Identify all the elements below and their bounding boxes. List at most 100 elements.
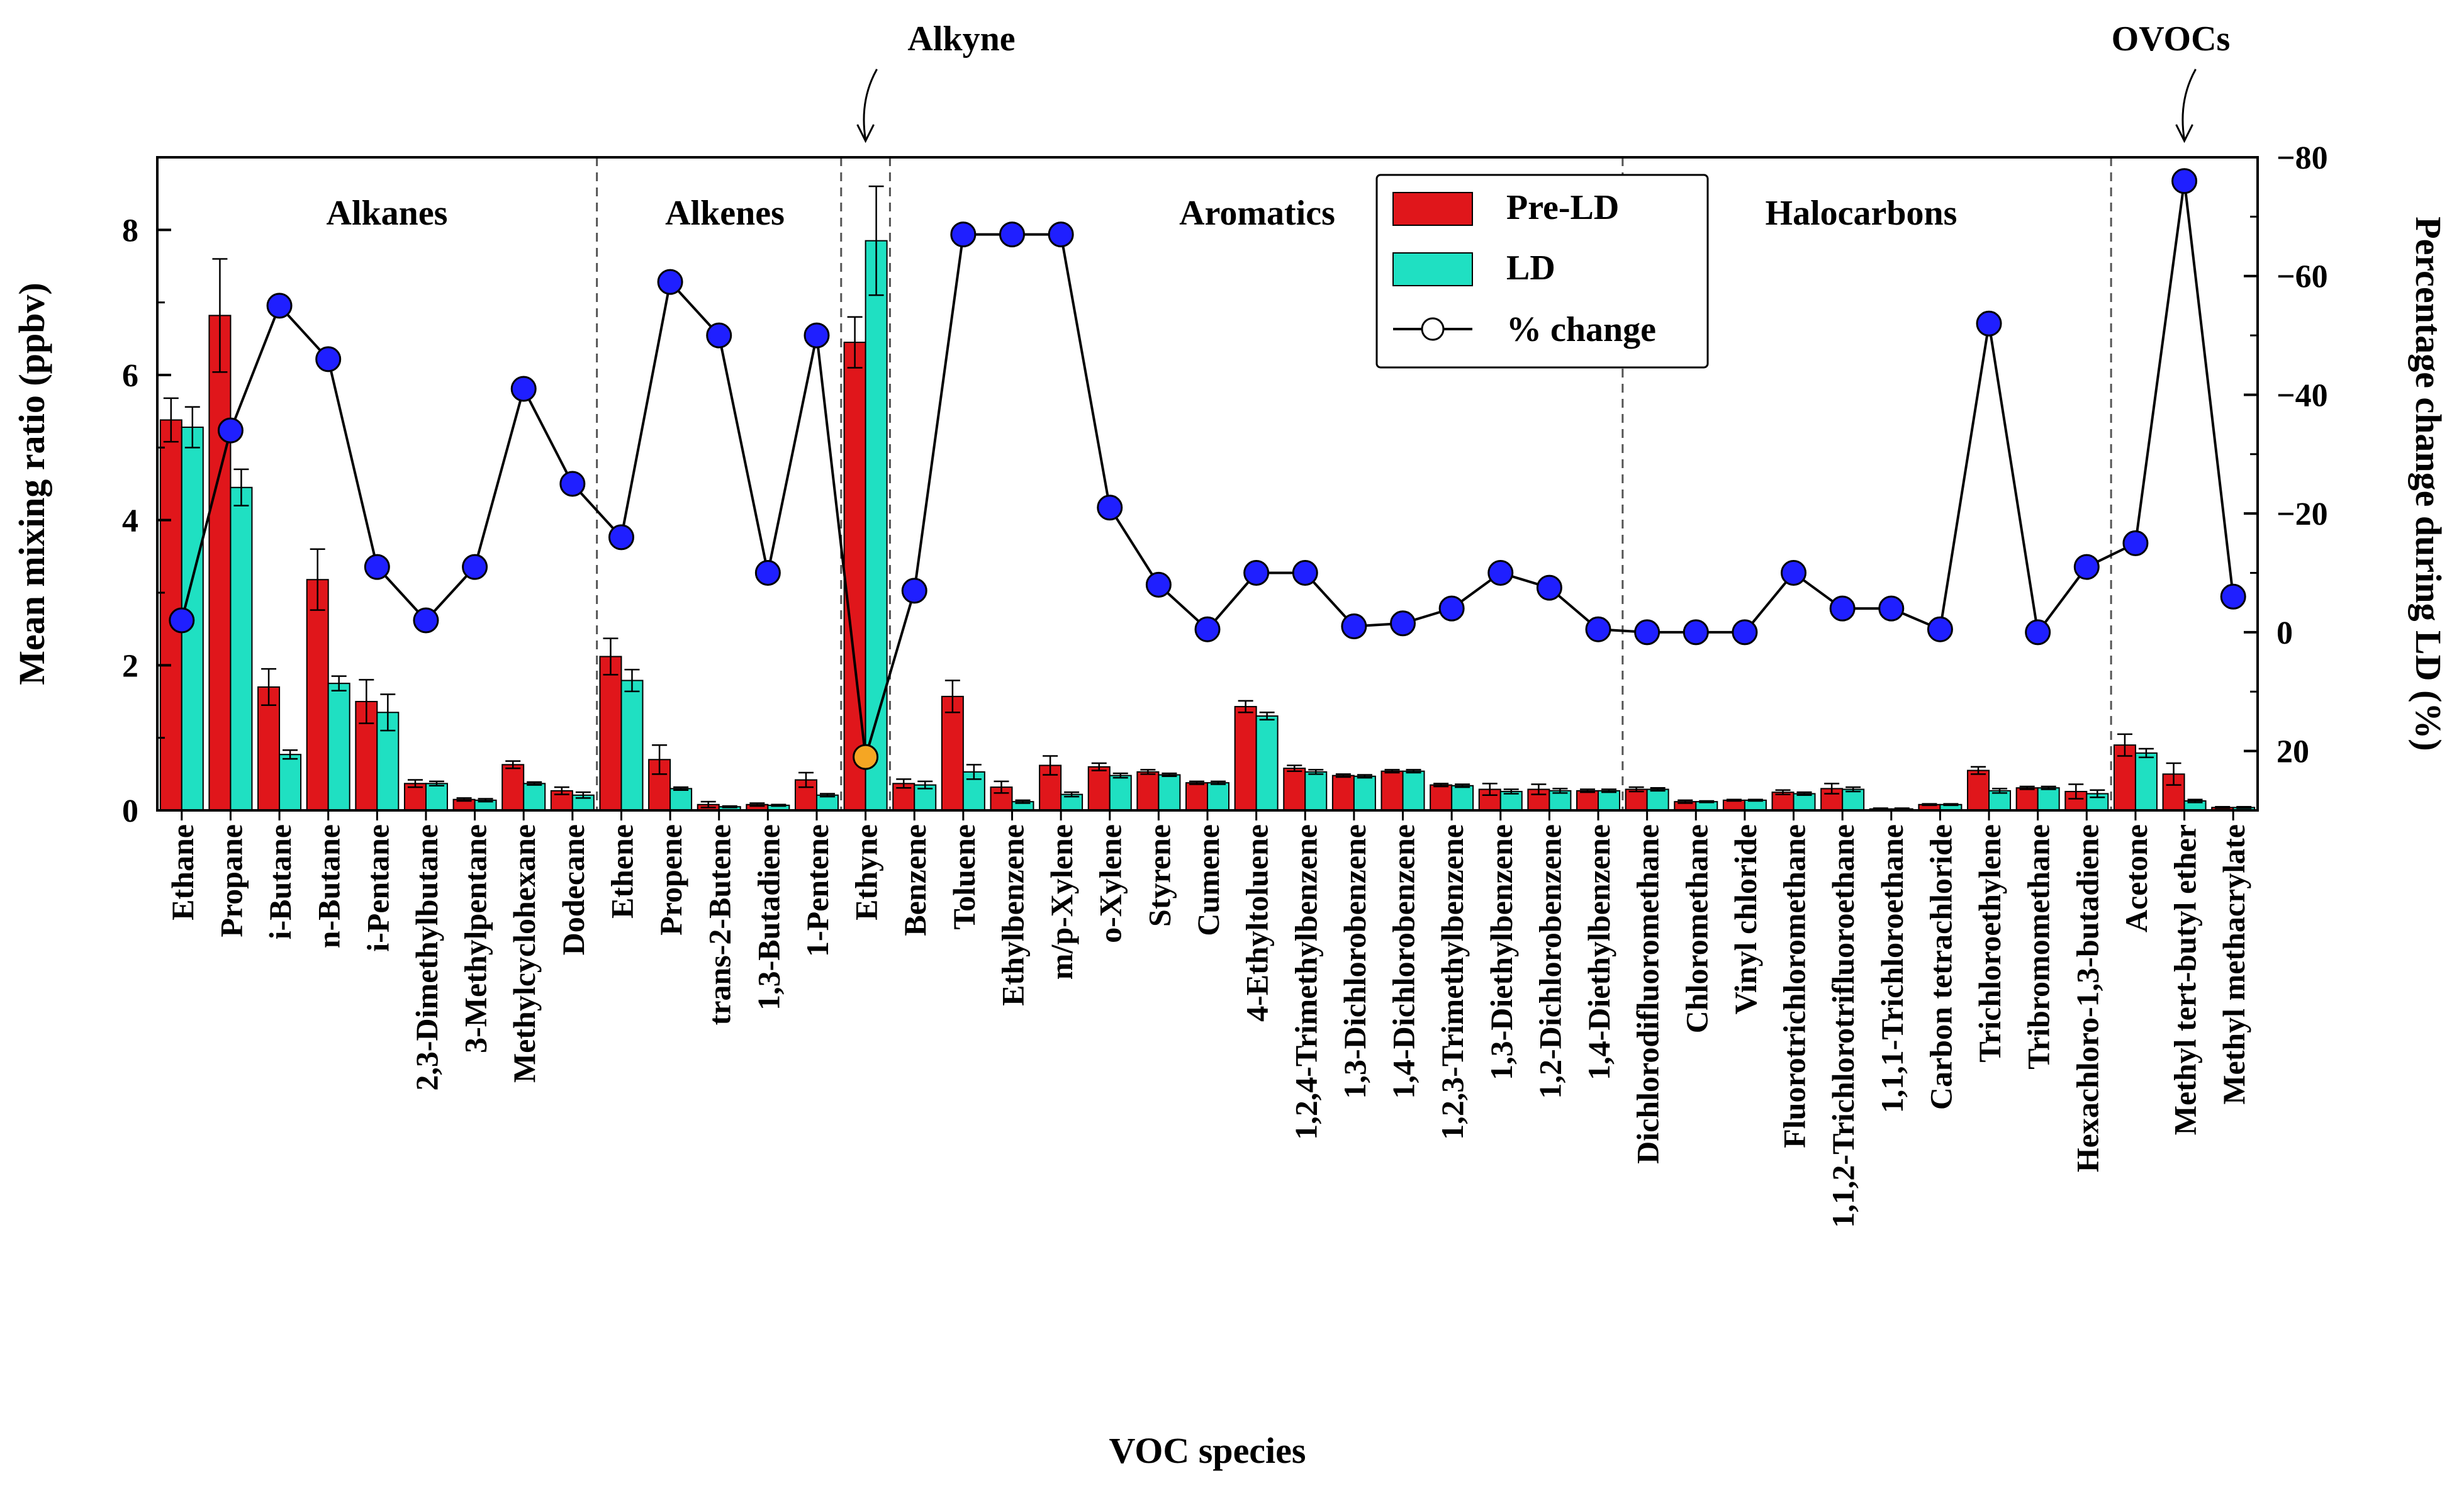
x-tick-label-1-1-1-trichloroethane: 1,1,1-Trichloroethane <box>1874 824 1910 1113</box>
legend-marker-percent-change <box>1421 317 1445 341</box>
percent-change-point-ethane <box>169 607 195 634</box>
percent-change-point-4-ethyltoluene <box>1243 560 1270 586</box>
x-tick-label-1-3-dichlorobenzene: 1,3-Dichlorobenzene <box>1337 824 1372 1099</box>
percent-change-point-o-xylene <box>1097 495 1123 521</box>
bar-ld-acetone <box>2134 752 2158 812</box>
x-tick-label-1-2-4-trimethylbenzene: 1,2,4-Trimethylbenzene <box>1288 824 1323 1140</box>
bar-pre-ld-4-ethyltoluene <box>1234 706 1257 812</box>
bar-ld-tribromomethane <box>2037 787 2060 812</box>
bar-ld-propane <box>230 486 253 811</box>
percent-change-point-1-2-3-trimethylbenzene <box>1438 595 1465 622</box>
bar-pre-ld-o-xylene <box>1087 766 1111 812</box>
x-tick-label-methyl-methacrylate: Methyl methacrylate <box>2216 824 2251 1105</box>
percent-change-point-methylcyclohexane <box>510 376 537 402</box>
callout-arrow-alkyne <box>863 69 878 140</box>
y-tick-label-right--40: −40 <box>2276 378 2328 413</box>
percent-change-layer <box>169 168 2246 770</box>
group-label-alkenes: Alkenes <box>665 194 785 233</box>
y-tick-label-right--20: −20 <box>2276 496 2328 532</box>
bar-pre-ld-tribromomethane <box>2015 787 2039 812</box>
bar-ld-styrene <box>1158 774 1181 812</box>
x-tick-label-cumene: Cumene <box>1190 824 1226 936</box>
bar-ld-2-3-dimethylbutane <box>425 783 448 811</box>
bar-ld-1-4-diethylbenzene <box>1598 790 1621 811</box>
percent-change-point-1-pentene <box>804 322 830 349</box>
x-axis-title: VOC species <box>1109 1430 1306 1471</box>
callout-arrowhead-ovocs <box>2175 124 2193 143</box>
percent-change-point-i-butane <box>266 293 293 319</box>
percent-change-point-1-4-dichlorobenzene <box>1390 610 1416 637</box>
percent-change-point-2-3-dimethylbutane <box>413 607 439 634</box>
x-tick-label-propane: Propane <box>213 824 249 937</box>
percent-change-point-1-3-diethylbenzene <box>1487 560 1514 586</box>
x-tick-label-1-4-dichlorobenzene: 1,4-Dichlorobenzene <box>1386 824 1421 1099</box>
x-tick-label-1-2-dichlorobenzene: 1,2-Dichlorobenzene <box>1532 824 1567 1099</box>
percent-change-point-1-2-dichlorobenzene <box>1536 574 1562 601</box>
callout-arrowhead-alkyne <box>856 124 875 143</box>
x-tick-label-trans-2-butene: trans-2-Butene <box>702 824 737 1025</box>
bar-ld-fluorotrichloromethane <box>1793 793 1816 812</box>
x-tick-label-ethylbenzene: Ethylbenzene <box>995 824 1030 1006</box>
bar-ld-1-2-3-trimethylbenzene <box>1451 785 1474 811</box>
percent-change-point-dodecane <box>559 471 586 497</box>
axes-layer <box>156 156 2259 820</box>
y-axis-title-right: Percentage change during LD (%) <box>2408 216 2449 751</box>
x-tick-label-acetone: Acetone <box>2119 824 2154 932</box>
bar-pre-ld-methylcyclohexane <box>501 764 525 811</box>
x-tick-label-2-3-dimethylbutane: 2,3-Dimethylbutane <box>409 824 444 1091</box>
x-tick-label-1-pentene: 1-Pentene <box>800 824 835 957</box>
bar-ld-n-butane <box>327 683 350 811</box>
bar-ld-1-4-dichlorobenzene <box>1402 770 1425 811</box>
bar-ld-o-xylene <box>1109 775 1132 812</box>
percent-change-point-ethylbenzene <box>999 221 1025 248</box>
percent-change-point-styrene <box>1145 571 1172 598</box>
group-label-halocarbons: Halocarbons <box>1766 194 1957 233</box>
x-tick-label-3-methylpentane: 3-Methylpentane <box>458 824 493 1053</box>
bar-pre-ld-1-4-dichlorobenzene <box>1380 770 1404 811</box>
bar-ld-propene <box>669 788 693 812</box>
percent-change-point-carbon-tetrachloride <box>1927 616 1953 642</box>
percent-change-point-propane <box>217 417 244 444</box>
percent-change-point-1-4-diethylbenzene <box>1585 616 1611 642</box>
bar-pre-ld-trichloroethylene <box>1967 769 1990 811</box>
bar-pre-ld-1-4-diethylbenzene <box>1576 790 1599 811</box>
legend-swatch-pre-ld <box>1392 192 1473 226</box>
x-tick-label-n-butane: n-Butane <box>311 824 347 948</box>
callout-label-ovocs: OVOCs <box>2112 20 2231 59</box>
bar-pre-ld-propane <box>208 315 232 811</box>
percent-change-line <box>180 181 2235 758</box>
plot-area <box>596 157 2112 810</box>
percent-change-point-1-3-butadiene <box>754 560 781 586</box>
legend: Pre-LD LD % change <box>1375 174 1709 369</box>
x-tick-label-propene: Propene <box>653 824 688 936</box>
bar-ld-1-pentene <box>815 794 839 812</box>
percent-change-point-trichloroethylene <box>1976 310 2002 337</box>
legend-label-change: % change <box>1506 310 1656 349</box>
percent-change-point-fluorotrichloromethane <box>1781 560 1807 586</box>
x-tick-label-fluorotrichloromethane: Fluorotrichloromethane <box>1777 824 1812 1148</box>
bar-ld-ethene <box>620 680 644 812</box>
x-tick-label-i-butane: i-Butane <box>262 824 298 939</box>
bar-ld-vinyl-chloride <box>1744 799 1767 812</box>
plot-frame <box>156 156 2259 812</box>
callout-label-alkyne: Alkyne <box>907 20 1015 59</box>
x-tick-label-i-pentane: i-Pentane <box>360 824 395 952</box>
percent-change-point-ethyne <box>853 744 879 770</box>
bar-ld-1-1-2-trichlorotrifluoroethane <box>1842 788 1865 812</box>
bar-ld-cumene <box>1207 782 1229 812</box>
bar-ld-methylcyclohexane <box>523 783 546 811</box>
percent-change-point-toluene <box>950 221 977 248</box>
bar-ld-1-2-4-trimethylbenzene <box>1304 771 1328 811</box>
x-tick-label-benzene: Benzene <box>897 824 932 936</box>
bar-pre-ld-dichlorodifluoromethane <box>1625 788 1648 812</box>
x-tick-label-methylcyclohexane: Methylcyclohexane <box>507 824 542 1083</box>
x-tick-label-m-p-xylene: m/p-Xylene <box>1044 824 1079 980</box>
bar-ld-4-ethyltoluene <box>1255 715 1279 811</box>
x-tick-label-carbon-tetrachloride: Carbon tetrachloride <box>1923 824 1958 1110</box>
percent-change-point-n-butane <box>315 346 342 372</box>
legend-label-pre-ld: Pre-LD <box>1506 188 1619 227</box>
x-tick-label-1-3-diethylbenzene: 1,3-Diethylbenzene <box>1484 824 1519 1080</box>
x-tick-label-vinyl-chloride: Vinyl chloride <box>1728 824 1763 1014</box>
x-tick-label-styrene: Styrene <box>1141 824 1177 927</box>
